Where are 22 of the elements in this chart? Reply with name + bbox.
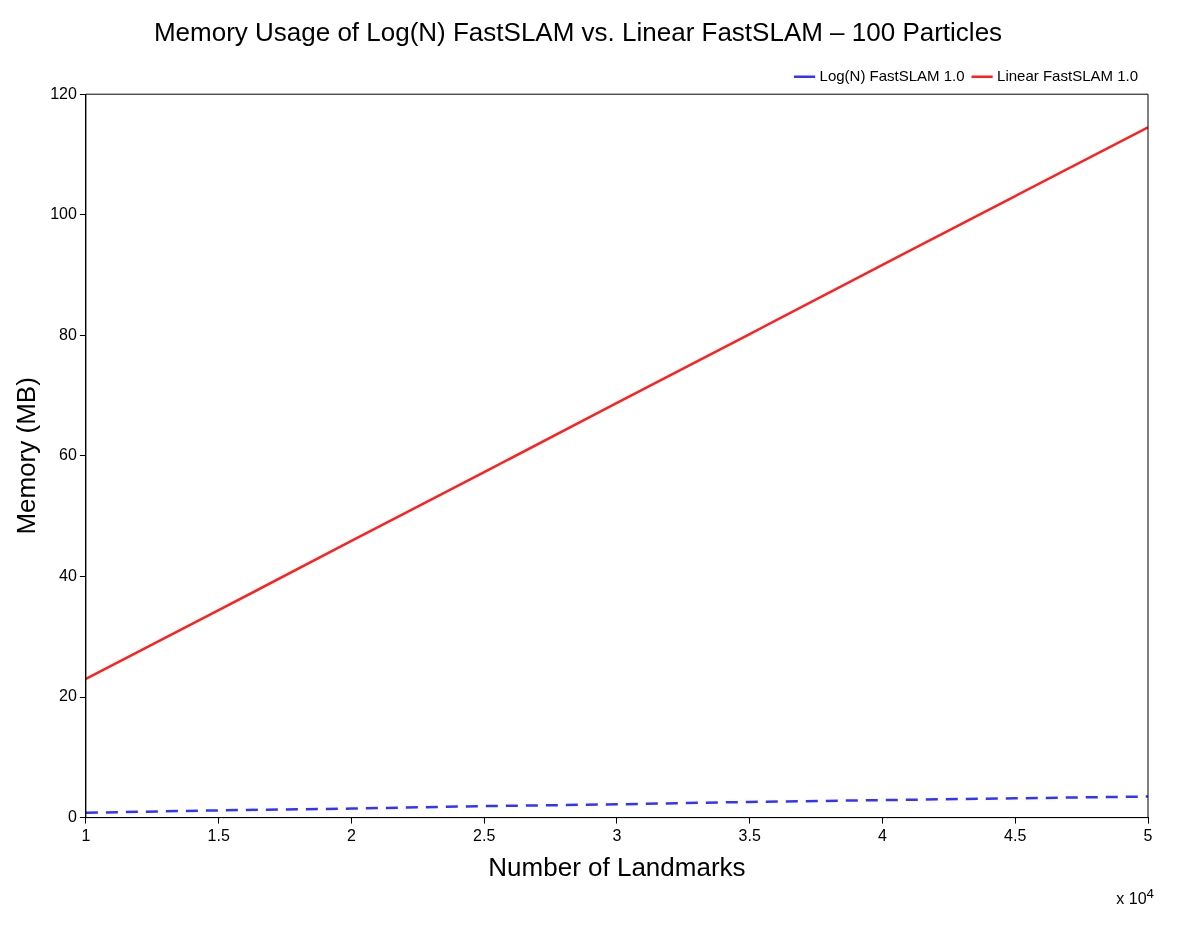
- x-tick-label: 2.5: [473, 826, 496, 844]
- y-tick-label: 20: [59, 687, 77, 705]
- x-axis-title: Number of Landmarks: [488, 851, 746, 882]
- text: x 10$^{4}$: [1116, 885, 1154, 908]
- y-axis-title: Memory (MB): [10, 377, 41, 535]
- legend-label: Log(N) FastSLAM 1.0: [819, 66, 965, 84]
- x-tick-label: 4: [878, 826, 888, 844]
- x-tick-label: 3: [612, 826, 622, 844]
- chart-title: Memory Usage of Log(N) FastSLAM vs. Linear FastSLAM – 100 Particles: [153, 16, 1003, 47]
- y-tick-label: 100: [50, 205, 77, 223]
- x-tick-label: 2: [346, 826, 356, 844]
- y-tick-label: 120: [50, 84, 77, 102]
- x-tick-label: 3.5: [738, 826, 761, 844]
- legend-label: Linear FastSLAM 1.0: [997, 66, 1138, 84]
- x-tick-label: 5: [1143, 826, 1153, 844]
- y-tick-label: 60: [59, 446, 77, 464]
- y-tick-label: 80: [59, 325, 77, 343]
- x-tick-label: 4.5: [1004, 826, 1027, 844]
- y-tick-label: 0: [67, 808, 77, 826]
- y-tick-label: 40: [59, 566, 77, 584]
- x-tick-label: 1.5: [207, 826, 230, 844]
- x-tick-label: 1: [81, 826, 91, 844]
